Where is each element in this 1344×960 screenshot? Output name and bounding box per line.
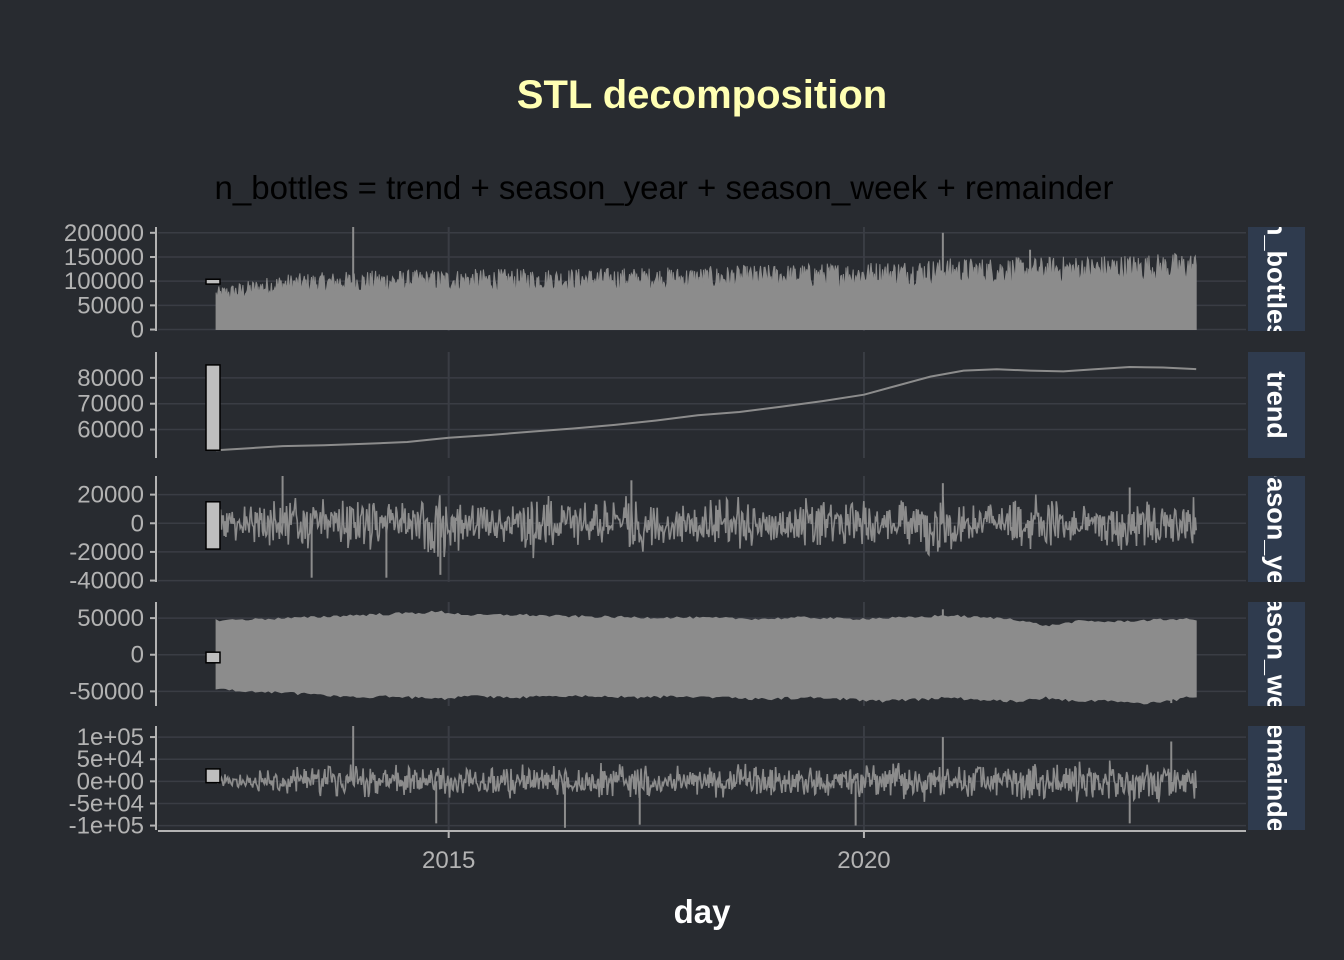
y-tick-label: 200000: [64, 220, 144, 247]
y-tick-label: 60000: [77, 417, 144, 444]
facet-panel-season-week: 50000 0 -50000 season_week: [69, 567, 1305, 742]
y-tick-label: 1e+05: [77, 724, 144, 751]
remainder-series: [215, 760, 1197, 803]
n-bottles-series: [215, 252, 1197, 330]
facet-strip-clip-group: remainder: [1262, 713, 1292, 844]
facet-strip-background: [1248, 352, 1305, 458]
facet-strip: trend: [1248, 352, 1305, 458]
facet-strip-label: season_week: [1262, 567, 1292, 742]
y-tick-label: 50000: [77, 292, 144, 319]
facet-strip: season_year: [1248, 447, 1305, 611]
y-tick-label: 5e+04: [77, 746, 144, 773]
chart-title: STL decomposition: [517, 73, 887, 117]
facet-strip-label: remainder: [1262, 713, 1292, 844]
facet-strip-label: n_bottles: [1262, 219, 1292, 339]
season-week-band: [215, 610, 1197, 705]
facet-strip-background: [1248, 476, 1305, 582]
facet-strip: n_bottles: [1248, 219, 1305, 339]
scale-bar: [205, 364, 221, 451]
y-tick-label: -40000: [69, 568, 144, 595]
facet-strip-background: [1248, 726, 1305, 830]
y-tick-label: -50000: [69, 678, 144, 705]
facet-strip-clip-group: trend: [1262, 371, 1292, 439]
facet-strip-label: trend: [1262, 371, 1292, 439]
facet-strip: remainder: [1248, 713, 1305, 844]
facet-strip: season_week: [1248, 567, 1305, 742]
scale-bar: [205, 768, 221, 784]
y-tick-label: 80000: [77, 365, 144, 392]
x-tick-label: 2015: [422, 847, 475, 874]
y-tick-label: 0: [131, 510, 144, 537]
facet-panel-season-year: 200000-20000-40000 season_year: [69, 447, 1305, 611]
facet-strip-background: [1248, 227, 1305, 331]
y-tick-label: 70000: [77, 391, 144, 418]
y-tick-label: -1e+05: [69, 813, 144, 840]
y-tick-label: 20000: [77, 482, 144, 509]
scale-bar: [205, 501, 221, 550]
y-tick-label: -20000: [69, 539, 144, 566]
x-tick-label: 2020: [837, 847, 890, 874]
trend-line: [216, 365, 1197, 452]
x-axis: 2015 2020: [158, 830, 1246, 874]
facet-strip-clip-group: season_year: [1262, 447, 1292, 611]
scale-bar: [205, 651, 221, 664]
y-tick-label: 50000: [77, 605, 144, 632]
scale-bar: [205, 278, 221, 285]
facet-strip-label: season_year: [1262, 447, 1292, 611]
y-tick-label: 0: [131, 642, 144, 669]
y-tick-label: 150000: [64, 244, 144, 271]
x-axis-label: day: [674, 893, 732, 930]
facet-strip-background: [1248, 602, 1305, 706]
chart-subtitle: n_bottles = trend + season_year + season…: [215, 169, 1114, 206]
y-tick-label: 100000: [64, 268, 144, 295]
y-tick-label: 0e+00: [77, 768, 144, 795]
season-year-series: [215, 494, 1197, 559]
facet-strip-clip-group: season_week: [1262, 567, 1292, 742]
y-tick-label: 0: [131, 317, 144, 344]
y-tick-label: -5e+04: [69, 790, 144, 817]
facet-strip-clip-group: n_bottles: [1262, 219, 1292, 339]
